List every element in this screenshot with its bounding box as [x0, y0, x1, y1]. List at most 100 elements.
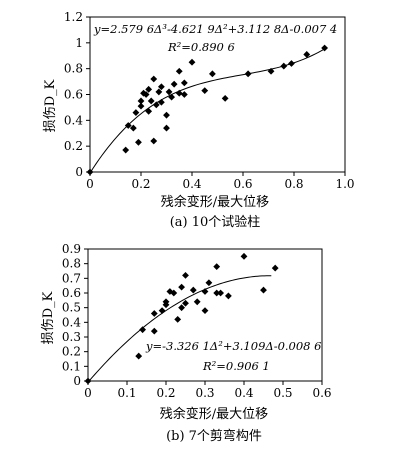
chart-a-marks: 0 0.2 0.4 0.6 0.8 1.0 0 0.2 0.4 0.6 0.8 1 1.2: [64, 10, 355, 191]
chart-b-data-point: [213, 289, 221, 297]
chart-a-caption: (a) 10个试验柱: [170, 214, 261, 230]
chart-b-x-tick-label: 0.2: [156, 386, 175, 400]
chart-a-data-point: [321, 44, 328, 52]
chart-b-data-point: [182, 272, 189, 279]
chart-b-data-point: [158, 307, 166, 314]
chart-a-data-point: [145, 107, 153, 115]
chart-a-data-point: [124, 122, 132, 129]
chart-b-y-tick-label: 0.7: [62, 271, 81, 285]
chart-a-data-point: [163, 124, 170, 132]
chart-b-y-tick-label: 0.4: [62, 315, 81, 329]
chart-b-y-tick-label: 0.2: [62, 345, 81, 359]
chart-b: 0 0.1 0.2 0.3 0.4 0.5 0.600.10.20.30.40.50.60.…: [41, 242, 332, 444]
chart-a-y-tick-label: 0.8: [64, 62, 83, 76]
chart-a-data-point: [165, 88, 173, 96]
chart-a-data-point: [147, 97, 155, 105]
chart-b-data-point: [139, 326, 146, 334]
chart-a-x-tick-label: 1.0: [335, 177, 354, 191]
chart-a-x-tick-label: 0.8: [284, 177, 303, 191]
chart-a-data-point: [137, 102, 145, 110]
chart-b-x-tick-label: 0.1: [117, 386, 136, 400]
chart-b-data-point: [205, 279, 213, 287]
chart-a-data-point: [180, 91, 188, 98]
chart-b-data-point: [260, 286, 267, 294]
chart-a-data-point: [163, 111, 170, 119]
chart-a-data-point: [152, 101, 160, 109]
chart-b-data-point: [225, 292, 232, 300]
chart-b-data-point: [193, 298, 201, 306]
chart-b-caption: (b) 7个剪弯构件: [166, 428, 262, 444]
chart-b-y-tick-label: 0.6: [62, 286, 81, 300]
chart-a-data-point: [137, 97, 145, 105]
chart-a-y-tick-label: 0.4: [64, 113, 83, 127]
chart-a-data-point: [201, 87, 209, 95]
chart-b-equation: y=-3.326 1Δ²+3.109Δ-0.008 6: [145, 339, 321, 353]
chart-a-data-point: [280, 62, 288, 70]
chart-b-data-point: [182, 299, 189, 307]
chart-b-data-point: [150, 310, 158, 317]
chart-a-data-point: [135, 138, 142, 146]
chart-a: 0 0.2 0.4 0.6 0.8 1.0 0 0.2 0.4 0.6 0.8 1 1.2 y=2.57…: [43, 10, 355, 230]
chart-a-data-point: [175, 67, 183, 75]
chart-a-data-point: [267, 67, 275, 75]
chart-b-y-tick-label: 0.8: [62, 257, 81, 271]
chart-a-data-point: [129, 124, 137, 132]
chart-b-data-point: [178, 304, 185, 312]
chart-a-ylabel: 损伤D_K: [43, 79, 58, 132]
chart-a-data-point: [209, 70, 216, 78]
chart-a-x-tick-label: 0: [86, 177, 94, 191]
chart-b-fit-curve: [87, 275, 272, 383]
chart-a-data-point: [180, 79, 188, 87]
chart-a-y-tick-label: 0.6: [64, 88, 83, 102]
chart-b-y-tick-label: 0.5: [62, 301, 81, 315]
chart-b-data-point: [189, 286, 197, 294]
chart-a-data-point: [168, 93, 175, 101]
chart-a-data-point: [155, 88, 163, 96]
chart-b-y-tick-label: 0.1: [62, 359, 81, 373]
chart-b-data-point: [170, 289, 178, 297]
chart-b-data-point: [178, 283, 185, 291]
chart-b-x-tick-label: 0.6: [312, 386, 331, 400]
chart-a-r2: R²=0.890 6: [167, 40, 235, 54]
chart-b-r2: R²=0.906 1: [202, 359, 270, 373]
chart-a-data-point: [145, 85, 153, 93]
chart-b-data-point: [166, 288, 174, 295]
chart-a-data-point: [170, 80, 178, 88]
chart-a-y-tick-label: 1: [75, 36, 83, 50]
chart-a-data-point: [150, 75, 158, 83]
chart-a-equation: y=2.579 6Δ³-4.621 9Δ²+3.112 8Δ-0.007 4: [93, 22, 337, 36]
chart-a-data-point: [175, 89, 183, 97]
chart-a-data-point: [142, 91, 150, 98]
chart-a-data-point: [86, 168, 94, 176]
chart-b-y-tick-label: 0.9: [62, 242, 81, 256]
chart-a-data-point: [132, 109, 140, 116]
chart-a-y-tick-label: 0.2: [64, 139, 83, 153]
chart-b-data-point: [150, 327, 158, 335]
chart-a-data-point: [158, 83, 165, 91]
chart-a-data-point: [150, 137, 158, 145]
chart-a-x-tick-label: 0.4: [182, 177, 201, 191]
chart-b-data-point: [217, 289, 224, 297]
chart-b-data-point: [135, 352, 143, 360]
chart-b-data-point: [213, 263, 221, 270]
chart-b-xlabel: 残余变形/最大位移: [160, 406, 268, 422]
chart-b-x-tick-label: 0.4: [234, 386, 253, 400]
chart-b-x-tick-label: 0.5: [273, 386, 292, 400]
chart-b-data-point: [174, 316, 182, 323]
chart-a-xlabel: 残余变形/最大位移: [161, 194, 269, 210]
chart-a-data-point: [221, 94, 229, 102]
chart-b-marks: 0 0.1 0.2 0.3 0.4 0.5 0.600.10.20.30.40.50.60.…: [62, 242, 332, 400]
chart-a-data-point: [188, 58, 196, 66]
chart-b-data-point: [201, 307, 209, 314]
chart-a-x-tick-label: 0.2: [131, 177, 150, 191]
chart-a-x-tick-label: 0.6: [233, 177, 252, 191]
chart-b-ylabel: 损伤D_K: [41, 291, 56, 344]
chart-b-data-point: [162, 298, 170, 306]
chart-b-data-point: [201, 288, 209, 295]
chart-a-y-tick-label: 0: [75, 165, 83, 179]
chart-a-data-point: [288, 60, 295, 67]
chart-a-data-point: [158, 98, 165, 106]
chart-b-data-point: [84, 377, 92, 385]
chart-b-y-tick-label: 0: [73, 374, 81, 388]
